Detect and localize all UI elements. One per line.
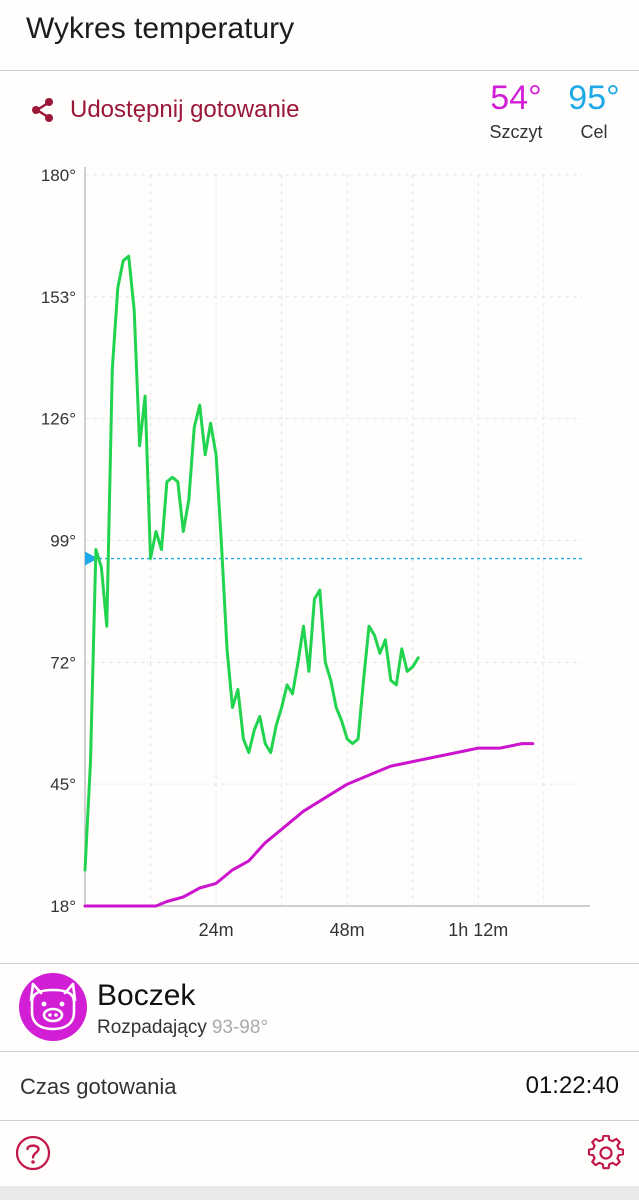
y-tick-label: 153° <box>41 288 76 307</box>
x-tick-label: 48m <box>330 920 365 940</box>
peak-temperature-label: Szczyt <box>489 122 543 142</box>
target-marker <box>85 551 98 566</box>
x-tick-label: 24m <box>199 920 234 940</box>
y-tick-label: 45° <box>50 775 76 794</box>
divider <box>0 963 639 964</box>
target-temperature-label: Cel <box>580 122 608 142</box>
y-tick-label: 99° <box>50 532 76 551</box>
divider <box>0 1120 639 1121</box>
y-tick-label: 180° <box>41 166 76 185</box>
meat-temperature-series <box>83 742 535 908</box>
meat-avatar <box>19 973 87 1041</box>
system-navigation-bar <box>0 1186 639 1200</box>
meat-doneness: Rozpadający 93-98° <box>97 1017 268 1039</box>
y-tick-label: 18° <box>50 897 76 916</box>
help-icon[interactable] <box>15 1135 51 1171</box>
divider <box>0 1051 639 1052</box>
doneness-range: 93-98° <box>211 1017 269 1038</box>
target-temperature: 95° Cel <box>566 80 622 143</box>
doneness-label: Rozpadający <box>97 1017 207 1038</box>
ambient-temperature-series <box>83 254 420 872</box>
page-title: Wykres temperatury <box>26 12 295 45</box>
x-tick-label: 1h 12m <box>448 920 508 940</box>
cooking-time-value: 01:22:40 <box>525 1072 619 1099</box>
target-temperature-value: 95° <box>568 79 620 117</box>
meat-name: Boczek <box>97 979 196 1012</box>
peak-temperature-value: 54° <box>490 79 542 117</box>
peak-temperature: 54° Szczyt <box>482 80 550 143</box>
cooking-time-row: Czas gotowania 01:22:40 <box>0 1052 639 1120</box>
app-header: Wykres temperatury <box>0 0 639 71</box>
cooking-time-label: Czas gotowania <box>20 1074 177 1099</box>
y-tick-label: 126° <box>41 410 76 429</box>
meat-info: Boczek Rozpadający 93-98° <box>0 965 639 1051</box>
y-tick-label: 72° <box>50 653 76 672</box>
share-icon <box>32 98 53 122</box>
share-cooking-label: Udostępnij gotowanie <box>70 96 300 123</box>
gear-icon[interactable] <box>588 1135 624 1171</box>
share-cooking-button[interactable]: Udostępnij gotowanie <box>30 96 300 124</box>
pig-icon <box>29 982 77 1031</box>
footer-bar <box>0 1121 639 1186</box>
temperature-chart: 180° 153° 126° 99° 72° 45° 18° 24m 48m 1h 12m <box>41 166 590 940</box>
